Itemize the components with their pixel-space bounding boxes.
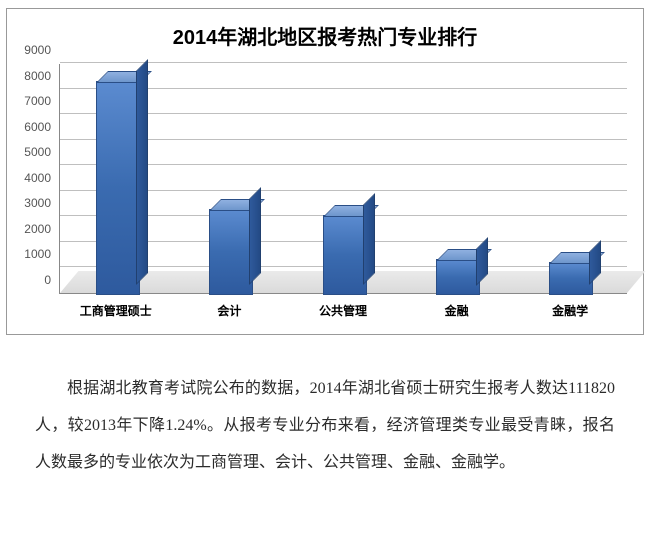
chart-container: 2014年湖北地区报考热门专业排行 eOL 中国教育在线 www.eol.cn … xyxy=(6,8,644,335)
chart-title: 2014年湖北地区报考热门专业排行 xyxy=(15,21,635,50)
bars-group xyxy=(60,64,627,293)
bar xyxy=(323,215,365,293)
y-tick-label: 7000 xyxy=(24,94,51,108)
bar-slot xyxy=(173,64,286,293)
y-tick-label: 3000 xyxy=(24,196,51,210)
y-tick-label: 8000 xyxy=(24,69,51,83)
article-paragraph: 根据湖北教育考试院公布的数据，2014年湖北省硕士研究生报考人数达111820人… xyxy=(35,371,615,481)
x-tick-label: 公共管理 xyxy=(286,294,400,324)
bar xyxy=(436,259,478,294)
plot-area: 0100020003000400050006000700080009000 工商… xyxy=(59,64,627,324)
x-tick-label: 金融学 xyxy=(513,294,627,324)
x-axis-labels: 工商管理硕士会计公共管理金融金融学 xyxy=(59,294,627,324)
y-tick-label: 4000 xyxy=(24,171,51,185)
y-tick-label: 1000 xyxy=(24,247,51,261)
bar-slot xyxy=(287,64,400,293)
bar xyxy=(209,209,251,293)
x-tick-label: 金融 xyxy=(400,294,514,324)
bar-slot xyxy=(514,64,627,293)
article-body: 根据湖北教育考试院公布的数据，2014年湖北省硕士研究生报考人数达111820人… xyxy=(35,371,615,481)
x-tick-label: 工商管理硕士 xyxy=(59,294,173,324)
y-tick-label: 6000 xyxy=(24,120,51,134)
y-axis: 0100020003000400050006000700080009000 xyxy=(15,64,55,294)
bar-slot xyxy=(60,64,173,293)
bar xyxy=(549,262,591,293)
y-tick-label: 0 xyxy=(44,273,51,287)
y-tick-label: 2000 xyxy=(24,222,51,236)
y-tick-label: 5000 xyxy=(24,145,51,159)
bar-slot xyxy=(400,64,513,293)
bar xyxy=(96,81,138,293)
x-tick-label: 会计 xyxy=(173,294,287,324)
y-tick-label: 9000 xyxy=(24,43,51,57)
